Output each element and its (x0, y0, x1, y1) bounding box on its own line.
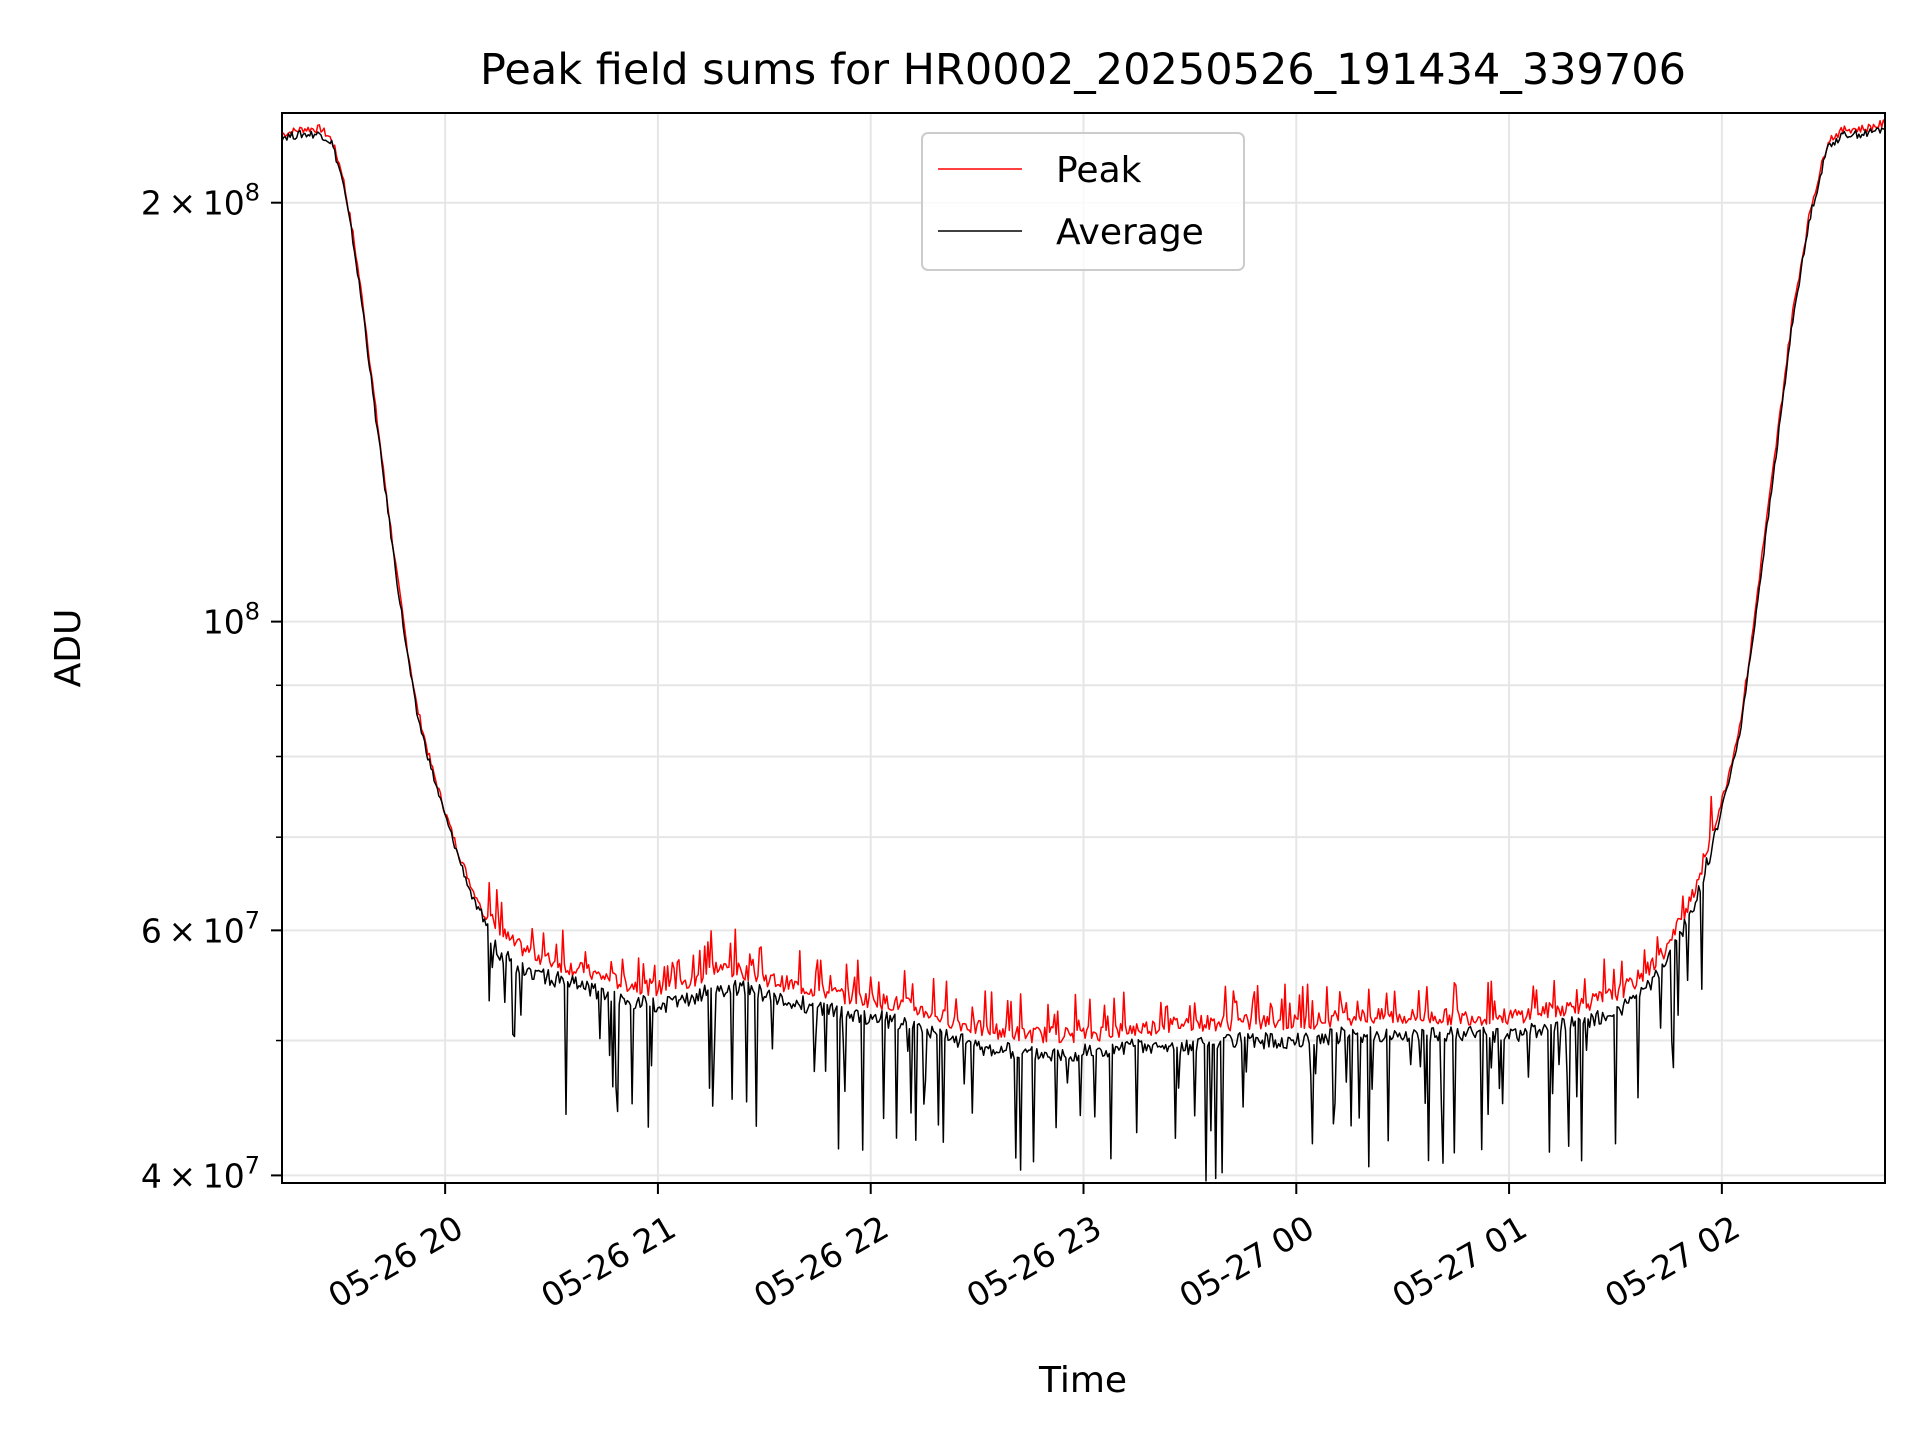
series-line-peak (282, 119, 1885, 1044)
x-axis-title: Time (1038, 1360, 1127, 1401)
series-layer (282, 119, 1885, 1182)
legend-label-average: Average (1056, 212, 1204, 253)
y-axis: 4 × 107 6 × 107 108 2 × 108 (141, 179, 282, 1195)
chart-title: Peak field sums for HR0002_20250526_1914… (480, 45, 1686, 95)
y-axis-title: ADU (48, 609, 89, 688)
y-tick-label: 2 × 108 (141, 179, 260, 223)
y-tick-label: 108 (203, 598, 260, 642)
y-tick-label: 4 × 107 (141, 1151, 260, 1195)
legend-label-peak: Peak (1056, 150, 1142, 191)
series-line-average (282, 127, 1885, 1182)
legend-box (921, 132, 1245, 271)
legend: Peak Average (921, 132, 1245, 271)
y-tick-label: 6 × 107 (141, 906, 260, 950)
